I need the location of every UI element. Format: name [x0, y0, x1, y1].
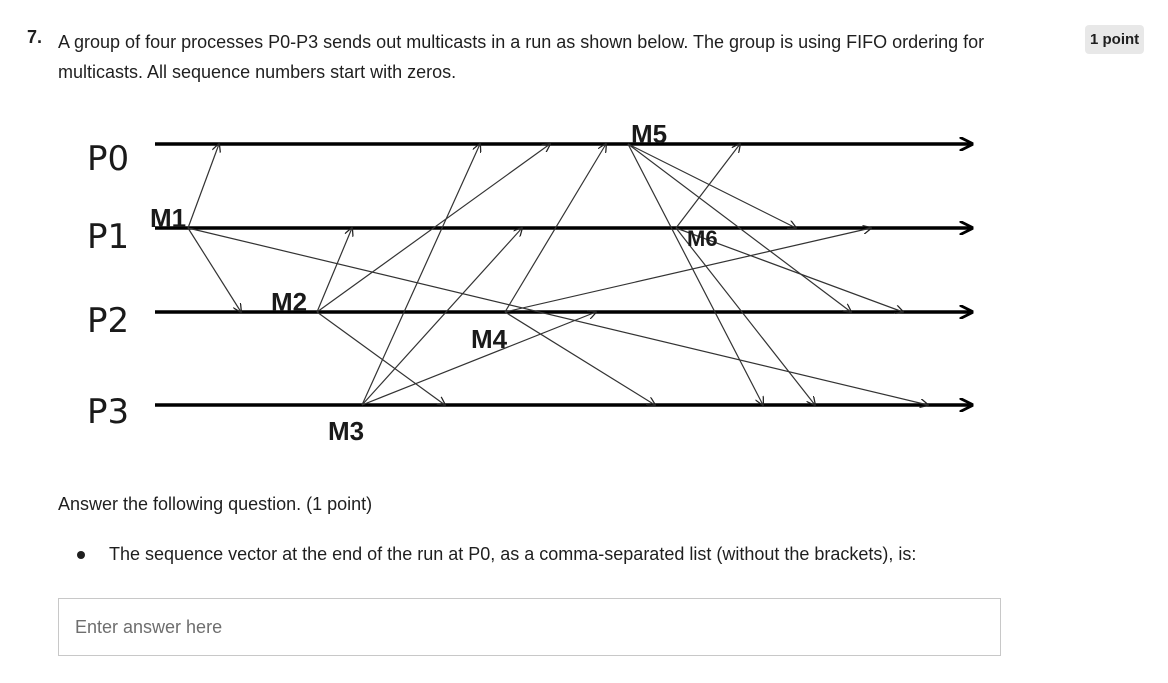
arrow-m4-to-p3 [504, 311, 655, 405]
message-label-m5: M5 [631, 119, 667, 149]
message-label-m2: M2 [271, 287, 307, 317]
arrow-m4-to-p1 [504, 228, 871, 313]
process-label-p0: P0 [87, 139, 129, 179]
arrow-m6-to-p3 [675, 227, 815, 405]
process-label-p2: P2 [87, 301, 129, 341]
arrow-m5-to-p1 [627, 143, 796, 228]
arrow-m6-to-p0 [675, 144, 740, 229]
arrow-m6-to-p2 [675, 227, 903, 312]
instruction-text: Answer the following question. (1 point) [58, 494, 373, 514]
arrow-m3-to-p2 [361, 312, 596, 406]
arrow-m2-to-p3 [316, 311, 445, 405]
arrow-m3-to-p1 [361, 228, 522, 406]
message-label-m6: M6 [687, 226, 718, 251]
message-label-m3: M3 [328, 416, 364, 446]
arrow-m1-to-p3 [187, 227, 928, 405]
answer-input[interactable] [59, 599, 1000, 655]
arrow-m4-to-p0 [504, 144, 606, 313]
message-label-m4: M4 [471, 324, 508, 354]
arrow-m1-to-p2 [187, 227, 241, 312]
arrow-m1-to-p0 [187, 144, 219, 229]
arrow-m5-to-p3 [627, 143, 763, 405]
arrow-m5-to-p2 [627, 143, 851, 312]
answer-field-container[interactable] [58, 598, 1001, 656]
question-text: A group of four processes P0-P3 sends ou… [58, 32, 985, 82]
points-badge: 1 point [1085, 25, 1145, 54]
arrow-m3-to-p0 [361, 144, 480, 406]
question-number: 7. [27, 27, 43, 47]
question-prompt: The sequence vector at the end of the ru… [109, 544, 917, 564]
process-label-p1: P1 [87, 217, 129, 257]
multicast-diagram: P0 P1 P2 P3 M1 M2 M3 M4 M5 M6 [87, 119, 1000, 446]
arrow-m2-to-p1 [316, 228, 352, 313]
arrow-m2-to-p0 [316, 144, 550, 313]
bullet-point [77, 551, 85, 559]
process-label-p3: P3 [87, 392, 129, 432]
message-label-m1: M1 [150, 203, 186, 233]
